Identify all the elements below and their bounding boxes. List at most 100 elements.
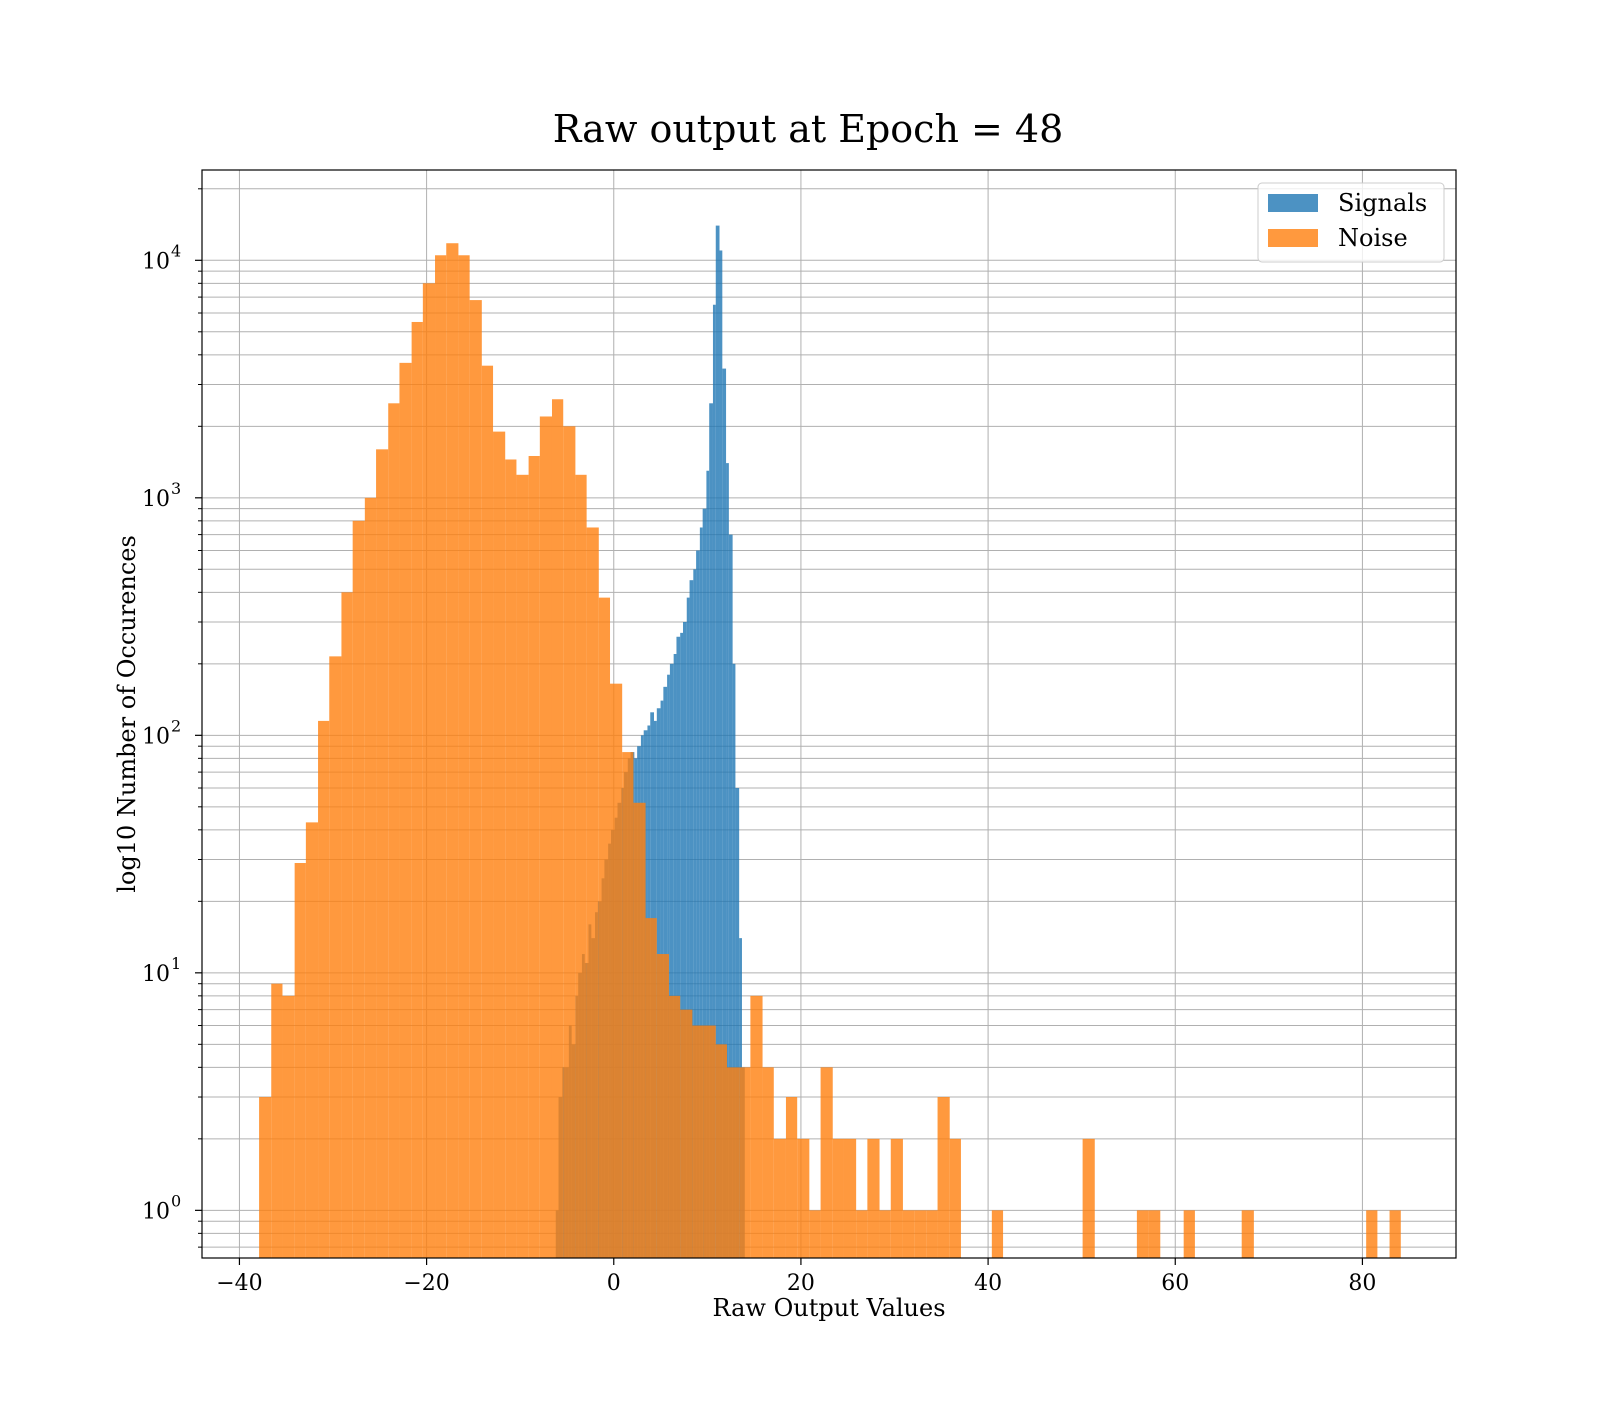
histogram-bar bbox=[832, 1138, 844, 1258]
histogram-bar bbox=[937, 1097, 950, 1258]
histogram-bar bbox=[575, 474, 587, 1258]
histogram-bar bbox=[902, 1210, 915, 1258]
histogram-bar bbox=[722, 368, 727, 1258]
x-tick-label: 20 bbox=[787, 1271, 815, 1296]
histogram-bar bbox=[719, 250, 723, 1259]
histogram-bar bbox=[446, 243, 459, 1259]
histogram-bar bbox=[820, 1067, 833, 1258]
chart-title: Raw output at Epoch = 48 bbox=[553, 107, 1064, 151]
histogram-bar bbox=[696, 550, 700, 1258]
histogram-bar bbox=[469, 300, 482, 1258]
y-axis-label: log10 Number of Occurences bbox=[113, 535, 141, 893]
histogram-bar bbox=[364, 497, 377, 1258]
histogram-bar bbox=[890, 1138, 903, 1258]
y-tick-exponent: 0 bbox=[171, 1191, 181, 1210]
histogram-bar bbox=[1389, 1210, 1401, 1258]
histogram-bar bbox=[706, 470, 710, 1258]
histogram-bar bbox=[991, 1210, 1004, 1258]
histogram-bar bbox=[680, 632, 684, 1258]
histogram-bar bbox=[586, 527, 599, 1258]
histogram-bar bbox=[843, 1138, 857, 1258]
histogram-bar bbox=[856, 1210, 868, 1258]
histogram-bar bbox=[305, 822, 319, 1258]
histogram-bar bbox=[669, 663, 674, 1258]
histogram-bar bbox=[668, 995, 681, 1258]
histogram-bar bbox=[762, 1067, 774, 1258]
histogram-bar bbox=[528, 455, 540, 1258]
histogram-bar bbox=[645, 918, 657, 1258]
histogram-bar bbox=[739, 1067, 751, 1258]
y-tick-label: 10 bbox=[142, 1199, 170, 1224]
histogram-bar bbox=[388, 403, 400, 1258]
x-tick-label: 40 bbox=[974, 1271, 1002, 1296]
histogram-bar bbox=[1241, 1210, 1254, 1258]
histogram-bar bbox=[1136, 1210, 1149, 1258]
legend-label-noise: Noise bbox=[1338, 224, 1408, 252]
histogram-bar bbox=[867, 1138, 880, 1258]
histogram-bar bbox=[1366, 1210, 1378, 1258]
histogram-bar bbox=[689, 580, 694, 1258]
histogram-bar bbox=[341, 592, 353, 1258]
histogram-bar bbox=[376, 449, 389, 1258]
series-noise bbox=[259, 243, 1401, 1259]
y-tick-label: 10 bbox=[142, 724, 170, 749]
histogram-bar bbox=[271, 983, 283, 1258]
histogram-bar bbox=[551, 399, 564, 1258]
histogram-bar bbox=[785, 1097, 798, 1258]
histogram-bar bbox=[692, 1025, 704, 1258]
histogram-bar bbox=[563, 426, 576, 1258]
histogram-bar bbox=[728, 534, 733, 1258]
histogram-bar bbox=[750, 995, 763, 1258]
x-tick-label: −40 bbox=[216, 1271, 262, 1296]
histogram-bar bbox=[680, 1009, 693, 1258]
x-tick-label: −20 bbox=[403, 1271, 449, 1296]
x-tick-label: 80 bbox=[1348, 1271, 1376, 1296]
y-tick-label: 10 bbox=[142, 487, 170, 512]
histogram-bar bbox=[458, 255, 470, 1258]
histogram-bar bbox=[505, 459, 517, 1258]
histogram-bar bbox=[926, 1210, 938, 1258]
x-tick-label: 60 bbox=[1161, 1271, 1189, 1296]
histogram-bar bbox=[809, 1210, 821, 1258]
histogram-bar bbox=[726, 1067, 740, 1258]
histogram-bar bbox=[703, 1025, 716, 1258]
x-tick-label: 0 bbox=[607, 1271, 621, 1296]
histogram-bar bbox=[352, 520, 365, 1258]
histogram-bar bbox=[914, 1210, 927, 1258]
histogram-bar bbox=[949, 1138, 961, 1258]
y-tick-label: 10 bbox=[142, 962, 170, 987]
y-tick-exponent: 1 bbox=[171, 954, 181, 973]
histogram-bar bbox=[435, 255, 447, 1258]
histogram-bar bbox=[797, 1138, 810, 1258]
histogram-bar bbox=[1082, 1138, 1095, 1258]
legend: Signals Noise bbox=[1257, 182, 1445, 263]
histogram-bar bbox=[1148, 1210, 1161, 1258]
y-tick-exponent: 3 bbox=[171, 479, 181, 498]
histogram-bar bbox=[598, 597, 611, 1258]
histogram-bar bbox=[686, 597, 690, 1258]
bars bbox=[259, 225, 1401, 1259]
histogram-bar bbox=[709, 403, 713, 1258]
legend-swatch-signals bbox=[1268, 194, 1318, 212]
histogram-bar bbox=[481, 365, 494, 1258]
histogram-bar bbox=[294, 863, 306, 1258]
histogram-bar bbox=[329, 656, 342, 1258]
histogram-bar bbox=[399, 362, 412, 1258]
histogram-bar bbox=[683, 622, 687, 1258]
histogram-bar bbox=[773, 1138, 786, 1258]
histogram-bar bbox=[318, 720, 330, 1258]
legend-swatch-noise bbox=[1268, 229, 1318, 247]
histogram-bar bbox=[1183, 1210, 1195, 1258]
histogram-bar bbox=[656, 954, 669, 1258]
histogram-bar bbox=[879, 1210, 891, 1258]
plot-frame bbox=[201, 169, 1457, 1259]
x-axis-label: Raw Output Values bbox=[712, 1294, 945, 1322]
legend-label-signals: Signals bbox=[1338, 189, 1427, 217]
histogram-bar bbox=[259, 1097, 272, 1258]
histogram-bar bbox=[633, 802, 646, 1258]
histogram-bar bbox=[676, 636, 681, 1258]
histogram-bar bbox=[673, 653, 677, 1258]
histogram-bar bbox=[539, 416, 552, 1258]
